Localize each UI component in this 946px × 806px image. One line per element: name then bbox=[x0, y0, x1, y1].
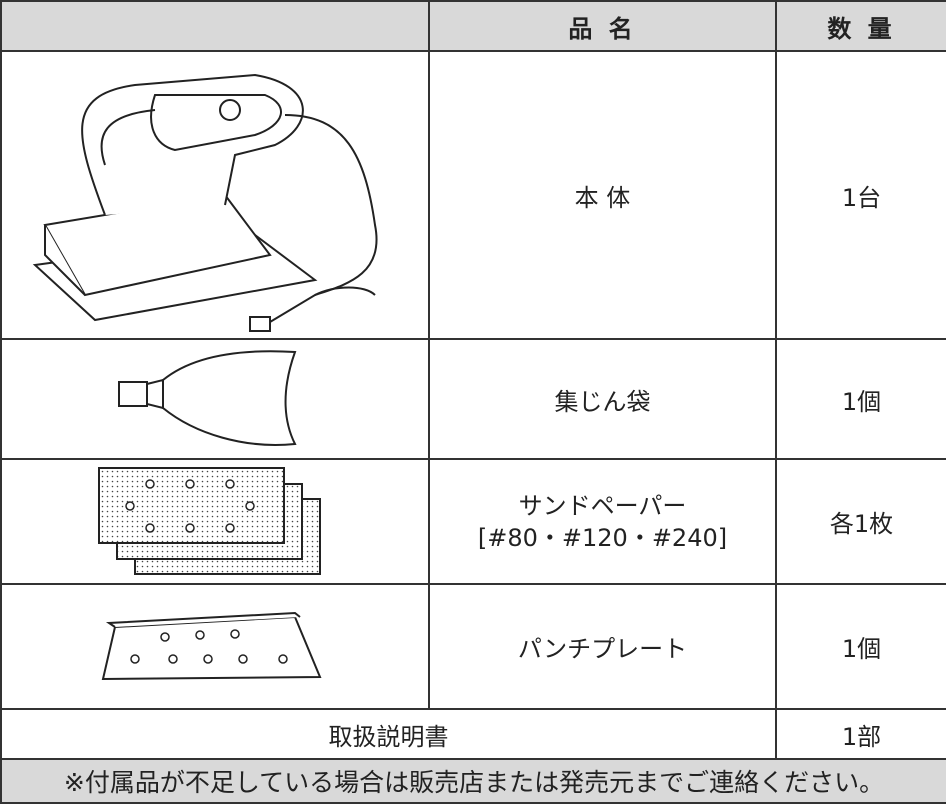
item-name: サンドペーパー [#80・#120・#240] bbox=[428, 458, 777, 585]
header-row: 品 名 数 量 bbox=[0, 0, 946, 52]
row: パンチプレート 1個 bbox=[0, 583, 946, 710]
item-quantity: 1個 bbox=[775, 338, 946, 460]
image-cell bbox=[0, 583, 430, 710]
header-blank bbox=[0, 0, 430, 52]
row: 集じん袋 1個 bbox=[0, 338, 946, 460]
row: 本 体 1台 bbox=[0, 50, 946, 340]
sander-illustration bbox=[32, 73, 378, 332]
manual-row: 取扱説明書 1部 bbox=[0, 708, 946, 760]
item-name: 集じん袋 bbox=[428, 338, 777, 460]
note-row: ※付属品が不足している場合は販売店または発売元までご連絡ください。 bbox=[0, 758, 946, 804]
manual-name: 取扱説明書 bbox=[0, 708, 777, 760]
dust-bag-illustration bbox=[118, 350, 297, 446]
header-quantity: 数 量 bbox=[775, 0, 946, 52]
image-cell bbox=[0, 458, 430, 585]
item-name: 本 体 bbox=[428, 50, 777, 340]
item-quantity: 各1枚 bbox=[775, 458, 946, 585]
item-name-line: [#80・#120・#240] bbox=[477, 523, 728, 552]
item-quantity: 1個 bbox=[775, 583, 946, 710]
header-name: 品 名 bbox=[428, 0, 777, 52]
note: ※付属品が不足している場合は販売店または発売元までご連絡ください。 bbox=[0, 758, 946, 804]
row: サンドペーパー [#80・#120・#240] 各1枚 bbox=[0, 458, 946, 585]
item-quantity: 1台 bbox=[775, 50, 946, 340]
item-name: パンチプレート bbox=[428, 583, 777, 710]
sandpaper-illustration bbox=[98, 467, 321, 575]
image-cell bbox=[0, 338, 430, 460]
manual-quantity: 1部 bbox=[775, 708, 946, 760]
item-name-line: サンドペーパー bbox=[518, 491, 687, 520]
image-cell bbox=[0, 50, 430, 340]
punch-plate-illustration bbox=[101, 611, 322, 680]
